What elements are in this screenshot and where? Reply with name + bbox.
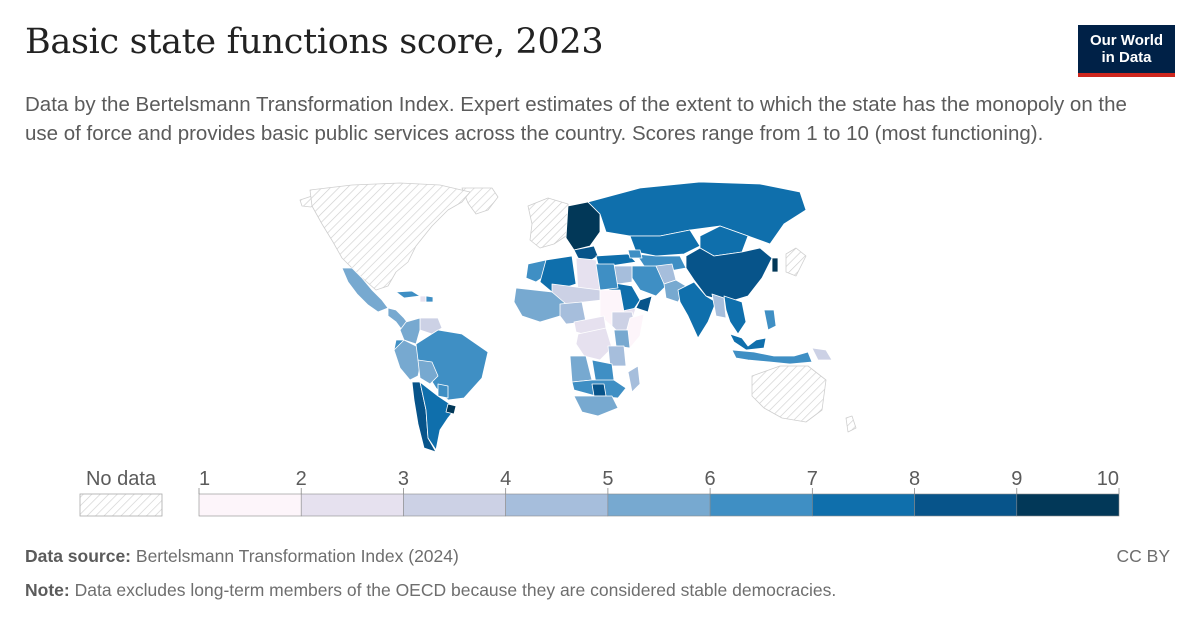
region-papua-new-guinea[interactable] xyxy=(811,347,833,361)
chart-title: Basic state functions score, 2023 xyxy=(25,22,604,62)
legend-bin-7[interactable] xyxy=(812,493,915,517)
legend-tick-label-5: 5 xyxy=(602,468,613,490)
legend-no-data-label: No data xyxy=(86,468,157,490)
region-new-zealand[interactable] xyxy=(845,415,857,433)
region-north-america[interactable] xyxy=(309,182,471,291)
logo-line-2: in Data xyxy=(1101,49,1152,66)
region-dr-congo[interactable] xyxy=(575,327,613,361)
legend-bin-6[interactable] xyxy=(709,493,813,517)
legend-tick-label-4: 4 xyxy=(500,468,511,490)
region-sahel[interactable] xyxy=(551,283,603,305)
legend-tick-label-9: 9 xyxy=(1011,468,1022,490)
license[interactable]: CC BY xyxy=(1116,546,1170,566)
legend-tick-label-1: 1 xyxy=(199,468,210,490)
region-oman[interactable] xyxy=(635,295,653,313)
data-source: Data source: Bertelsmann Transformation … xyxy=(25,546,459,567)
world-map[interactable] xyxy=(0,175,1200,465)
region-tanzania[interactable] xyxy=(607,345,627,367)
region-dominican-republic[interactable] xyxy=(425,295,434,303)
region-cuba[interactable] xyxy=(395,290,421,299)
region-paraguay[interactable] xyxy=(437,383,449,399)
legend-no-data-swatch[interactable] xyxy=(79,493,163,517)
region-libya[interactable] xyxy=(575,257,601,293)
note-text: Data excludes long-term members of the O… xyxy=(74,580,837,600)
region-korea[interactable] xyxy=(771,257,779,273)
region-angola[interactable] xyxy=(569,355,593,383)
legend-bin-1[interactable] xyxy=(198,493,302,517)
source-label: Data source: xyxy=(25,546,132,566)
legend-bin-2[interactable] xyxy=(300,493,404,517)
source-text[interactable]: Bertelsmann Transformation Index (2024) xyxy=(135,546,459,566)
owid-logo[interactable]: Our World in Data xyxy=(1078,25,1175,77)
region-india[interactable] xyxy=(677,281,717,339)
region-western-europe[interactable] xyxy=(527,197,571,249)
legend-tick-label-7: 7 xyxy=(807,468,818,490)
chart-subtitle: Data by the Bertelsmann Transformation I… xyxy=(25,93,1127,145)
color-legend: No data 1 2 3 4 5 6 7 8 9 10 xyxy=(79,468,1120,517)
region-argentina[interactable] xyxy=(419,381,457,451)
logo-line-1: Our World xyxy=(1089,32,1164,49)
region-australia[interactable] xyxy=(751,365,827,423)
region-turkey[interactable] xyxy=(595,253,637,267)
region-haiti[interactable] xyxy=(419,295,427,303)
region-malaysia[interactable] xyxy=(729,333,767,351)
legend-tick-label-8: 8 xyxy=(909,468,920,490)
region-mainland-southeast-asia[interactable] xyxy=(723,295,747,335)
region-indonesia[interactable] xyxy=(731,349,813,365)
region-china[interactable] xyxy=(685,247,773,303)
note-label: Note: xyxy=(25,580,70,600)
legend-bin-9[interactable] xyxy=(1016,493,1120,517)
legend-bin-8[interactable] xyxy=(914,493,1018,517)
region-botswana[interactable] xyxy=(591,383,607,397)
region-uruguay[interactable] xyxy=(445,403,457,415)
region-south-africa[interactable] xyxy=(573,395,619,417)
legend-tick-label-10: 10 xyxy=(1097,468,1119,490)
legend-tick-label-3: 3 xyxy=(398,468,409,490)
region-kenya[interactable] xyxy=(613,329,631,349)
region-madagascar[interactable] xyxy=(627,365,641,393)
legend-tick-label-6: 6 xyxy=(705,468,716,490)
legend-bin-3[interactable] xyxy=(403,493,506,517)
region-philippines[interactable] xyxy=(763,309,777,331)
data-note: Note: Data excludes long-term members of… xyxy=(25,580,836,601)
region-caucasus[interactable] xyxy=(627,249,643,259)
legend-bin-5[interactable] xyxy=(607,493,711,517)
region-japan[interactable] xyxy=(785,247,807,277)
region-egypt[interactable] xyxy=(595,263,619,291)
legend-bin-4[interactable] xyxy=(505,493,609,517)
region-myanmar[interactable] xyxy=(711,293,727,319)
region-bolivia[interactable] xyxy=(417,359,439,385)
legend-tick-label-2: 2 xyxy=(296,468,307,490)
region-russia[interactable] xyxy=(587,181,807,245)
